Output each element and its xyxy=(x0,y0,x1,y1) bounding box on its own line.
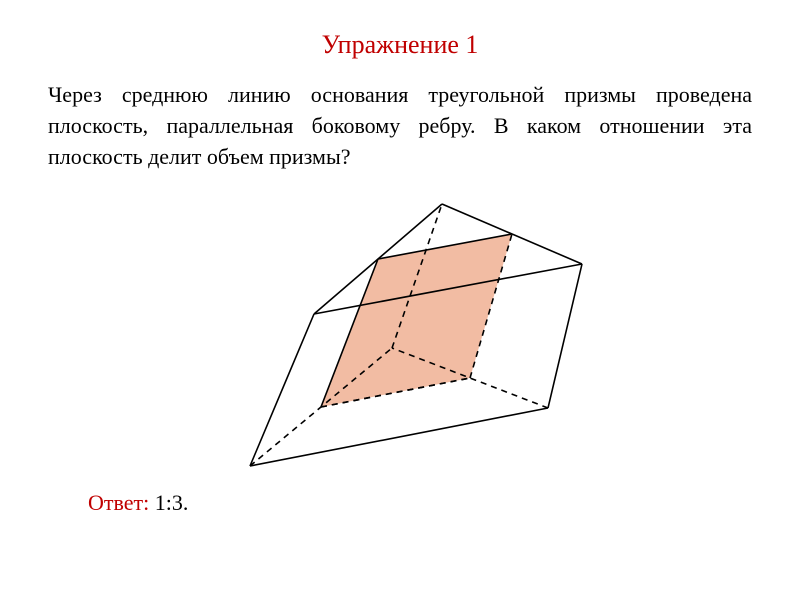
answer-value: 1:3. xyxy=(149,490,188,515)
answer-label: Ответ: xyxy=(88,490,149,515)
answer-block: Ответ: 1:3. xyxy=(0,482,800,516)
exercise-title: Упражнение 1 xyxy=(0,0,800,60)
diagram-container xyxy=(0,172,800,482)
prism-diagram xyxy=(210,182,590,482)
problem-statement: Через среднюю линию основания треугольно… xyxy=(0,60,800,172)
